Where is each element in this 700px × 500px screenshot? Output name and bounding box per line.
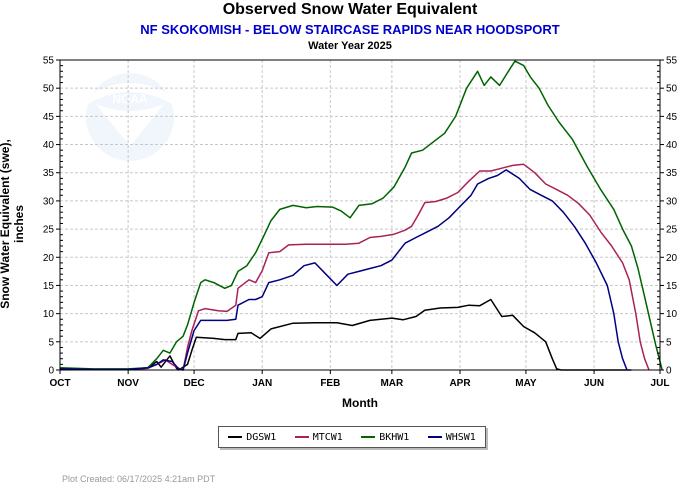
legend-label: WHSW1: [445, 431, 476, 443]
legend-item-dgsw1: DGSW1: [228, 432, 276, 443]
y-tick-label-right: 55: [666, 56, 678, 67]
legend-swatch: [294, 436, 309, 438]
x-tick-label: JUL: [651, 378, 670, 389]
y-tick-label: 55: [43, 56, 55, 67]
y-tick-label-right: 30: [666, 196, 678, 207]
y-axis-label: Snow Water Equivalent (swe), inches: [0, 139, 26, 309]
plot-frame: [59, 59, 661, 371]
svg-text:NOAA: NOAA: [112, 92, 148, 106]
series-line-mtcw1: [59, 163, 650, 371]
legend-item-bkhw1: BKHW1: [361, 432, 409, 443]
plot-created-footer: Plot Created: 06/17/2025 4:21am PDT: [62, 474, 216, 484]
y-tick-label: 0: [48, 366, 54, 377]
y-tick-label-right: 40: [666, 140, 678, 151]
legend-label: BKHW1: [379, 431, 410, 443]
legend-swatch: [361, 436, 376, 438]
legend-item-mtcw1: MTCW1: [294, 431, 343, 443]
x-tick-label: JUN: [584, 378, 604, 389]
y-tick-label: 45: [43, 112, 55, 123]
series-line-whsw1: [59, 169, 628, 371]
series-layer: [59, 60, 663, 371]
legend-label: MTCW1: [312, 431, 343, 443]
grid-lines: [59, 59, 661, 371]
x-axis-label: Month: [342, 396, 378, 410]
x-tick-label: OCT: [49, 378, 70, 389]
chart-title: Observed Snow Water Equivalent: [222, 1, 478, 18]
y-tick-label: 30: [43, 196, 55, 207]
legend: DGSW1 MTCW1 BKHW1 WHSW1: [218, 426, 486, 448]
y-tick-label-right: 50: [666, 84, 678, 95]
noaa-logo-watermark: NOAA: [86, 73, 174, 161]
series-line-dgsw1: [59, 298, 632, 371]
y-tick-label: 50: [43, 84, 55, 95]
x-tick-label: MAR: [380, 378, 404, 389]
y-tick-label-right: 35: [666, 168, 678, 179]
legend-swatch: [427, 436, 442, 438]
legend-item-whsw1: WHSW1: [427, 431, 476, 443]
series-line-bkhw1: [59, 60, 663, 371]
y-tick-label-right: 15: [666, 281, 678, 292]
x-tick-label: JAN: [252, 378, 272, 389]
y-tick-label: 10: [43, 309, 55, 320]
x-tick-label: FEB: [320, 378, 340, 389]
y-tick-label-right: 0: [666, 366, 672, 377]
y-tick-label: 35: [43, 168, 55, 179]
y-tick-label-right: 20: [666, 253, 678, 264]
y-tick-label: 20: [43, 253, 55, 264]
x-tick-label: APR: [449, 378, 471, 389]
water-year-label: Water Year 2025: [308, 40, 392, 52]
y-tick-label-right: 10: [666, 309, 678, 320]
y-tick-label: 40: [43, 140, 55, 151]
legend-swatch: [228, 436, 243, 438]
y-tick-label-right: 5: [666, 337, 672, 348]
x-tick-label: MAY: [515, 378, 537, 389]
y-tick-label: 5: [48, 337, 54, 348]
y-tick-label-right: 45: [666, 112, 678, 123]
y-tick-label-right: 25: [666, 225, 678, 236]
legend-label: DGSW1: [246, 431, 277, 443]
y-tick-label: 25: [43, 225, 55, 236]
y-tick-label: 15: [43, 281, 55, 292]
x-tick-label: NOV: [117, 378, 139, 389]
chart-subtitle: NF SKOKOMISH - BELOW STAIRCASE RAPIDS NE…: [140, 22, 560, 37]
x-tick-label: DEC: [184, 378, 205, 389]
